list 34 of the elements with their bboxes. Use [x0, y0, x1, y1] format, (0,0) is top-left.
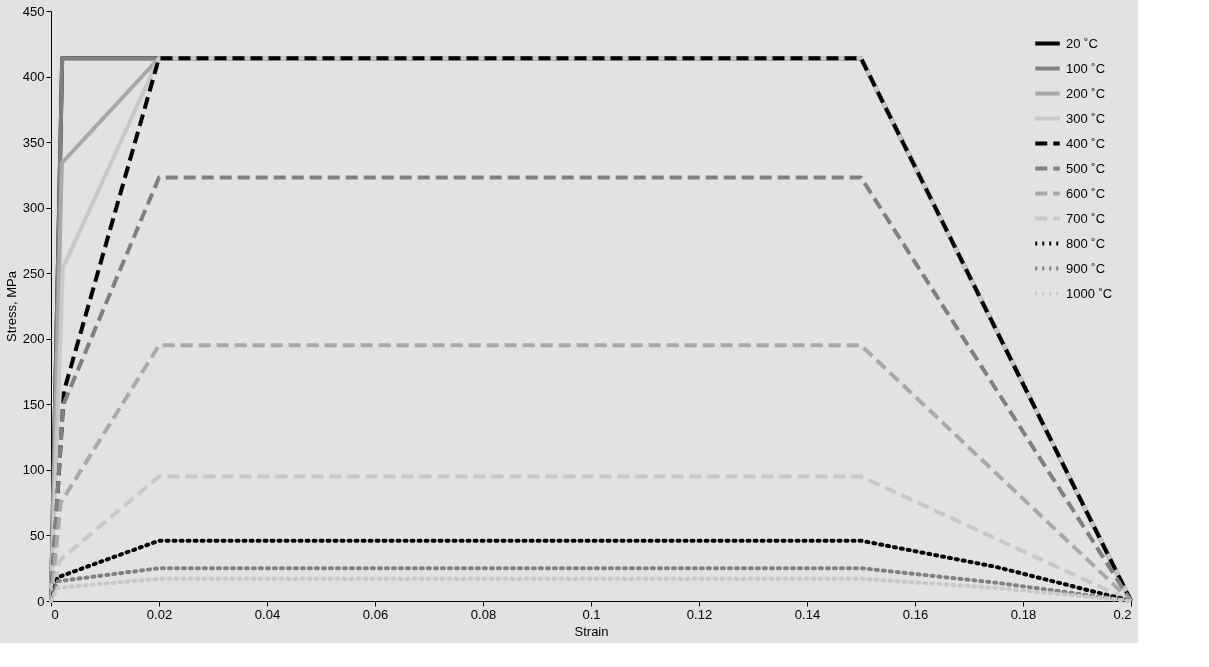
legend-label: 600 ˚C	[1066, 185, 1106, 201]
x-tick-label: 0.04	[254, 606, 281, 622]
y-tick-label: 0	[37, 593, 45, 609]
x-tick-label: 0.14	[794, 606, 821, 622]
legend-label: 400 ˚C	[1066, 135, 1106, 151]
legend-label: 200 ˚C	[1066, 85, 1106, 101]
legend-label: 800 ˚C	[1066, 235, 1106, 251]
legend-label: 700 ˚C	[1066, 210, 1106, 226]
y-tick-label: 150	[22, 396, 45, 412]
legend-label: 1000 ˚C	[1066, 285, 1113, 301]
legend-label: 100 ˚C	[1066, 60, 1106, 76]
legend-label: 900 ˚C	[1066, 260, 1106, 276]
y-tick-label: 350	[22, 134, 45, 150]
x-tick-label: 0.12	[686, 606, 713, 622]
y-axis-title: Stress, MPa	[3, 270, 19, 342]
x-tick-label: 0.2	[1113, 606, 1132, 622]
y-tick-label: 50	[30, 527, 45, 543]
y-tick-label: 250	[22, 265, 45, 281]
x-axis-title: Strain	[574, 623, 609, 639]
x-tick-label: 0.18	[1010, 606, 1037, 622]
y-tick-label: 200	[22, 331, 45, 347]
legend-label: 300 ˚C	[1066, 110, 1106, 126]
x-tick-label: 0.08	[470, 606, 497, 622]
y-tick-label: 100	[22, 462, 45, 478]
x-tick-label: 0.16	[902, 606, 929, 622]
y-tick-label: 400	[22, 69, 45, 85]
legend-label: 20 ˚C	[1066, 35, 1098, 51]
legend-label: 500 ˚C	[1066, 160, 1106, 176]
x-tick-label: 0.06	[362, 606, 389, 622]
y-tick-label: 300	[22, 200, 45, 216]
y-tick-label: 450	[22, 3, 45, 19]
x-tick-label: 0.1	[582, 606, 601, 622]
x-tick-label: 0	[51, 606, 59, 622]
x-tick-label: 0.02	[146, 606, 173, 622]
